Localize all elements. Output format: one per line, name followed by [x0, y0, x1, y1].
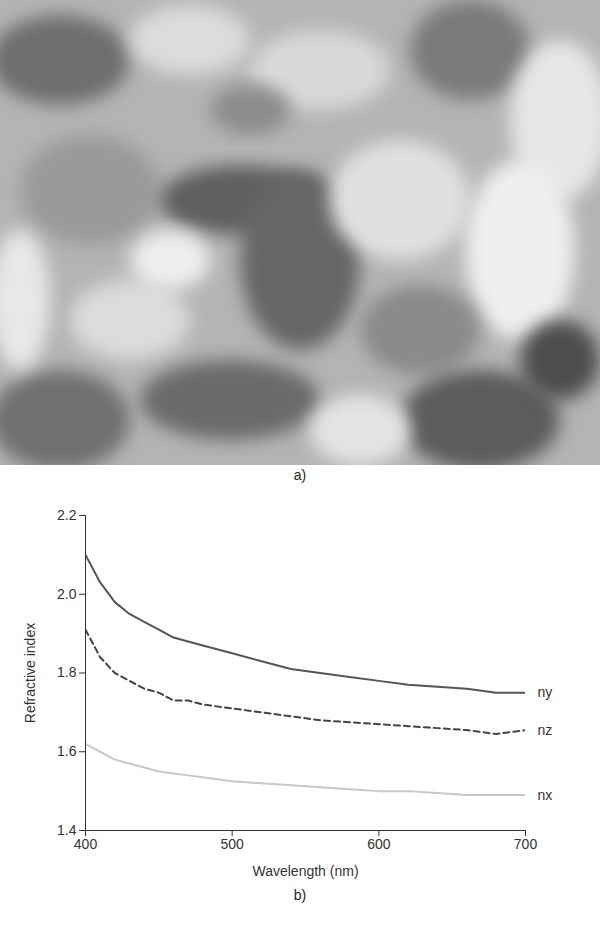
svg-text:Wavelength (nm): Wavelength (nm) [252, 863, 358, 879]
svg-text:1.4: 1.4 [57, 822, 77, 838]
svg-text:2.0: 2.0 [57, 586, 77, 602]
svg-text:1.8: 1.8 [57, 664, 77, 680]
svg-text:500: 500 [220, 836, 244, 852]
html-text:a): a) [293, 467, 307, 483]
svg-text:400: 400 [74, 836, 98, 852]
svg-text:nx: nx [538, 787, 553, 803]
svg-text:600: 600 [367, 836, 391, 852]
svg-text:nz: nz [538, 722, 553, 738]
html-text:b): b) [293, 887, 307, 903]
svg-text:ny: ny [538, 684, 553, 700]
svg-text:2.2: 2.2 [57, 507, 77, 523]
svg-text:Refractive index: Refractive index [22, 623, 38, 723]
svg-text:1.6: 1.6 [57, 743, 77, 759]
svg-text:700: 700 [514, 836, 538, 852]
